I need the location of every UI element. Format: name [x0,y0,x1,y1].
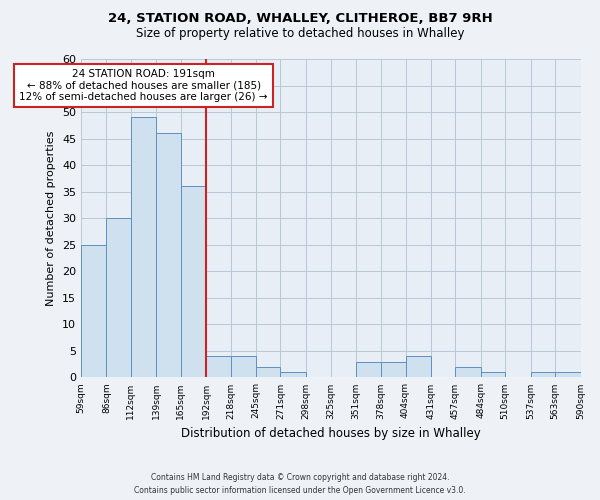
Text: 24, STATION ROAD, WHALLEY, CLITHEROE, BB7 9RH: 24, STATION ROAD, WHALLEY, CLITHEROE, BB… [107,12,493,26]
Bar [131,118,156,378]
Bar [156,134,181,378]
Text: Size of property relative to detached houses in Whalley: Size of property relative to detached ho… [136,28,464,40]
Bar [106,218,131,378]
Y-axis label: Number of detached properties: Number of detached properties [46,130,56,306]
Bar [181,186,206,378]
Bar [206,356,230,378]
Text: 24 STATION ROAD: 191sqm
← 88% of detached houses are smaller (185)
12% of semi-d: 24 STATION ROAD: 191sqm ← 88% of detache… [19,69,268,102]
Bar [530,372,555,378]
Bar [381,362,406,378]
Bar [356,362,381,378]
Bar [256,367,280,378]
Bar [406,356,431,378]
Text: Contains HM Land Registry data © Crown copyright and database right 2024.
Contai: Contains HM Land Registry data © Crown c… [134,473,466,495]
Bar [481,372,505,378]
Bar [455,367,481,378]
Bar [280,372,306,378]
Bar [230,356,256,378]
X-axis label: Distribution of detached houses by size in Whalley: Distribution of detached houses by size … [181,427,481,440]
Bar [81,245,106,378]
Bar [555,372,581,378]
